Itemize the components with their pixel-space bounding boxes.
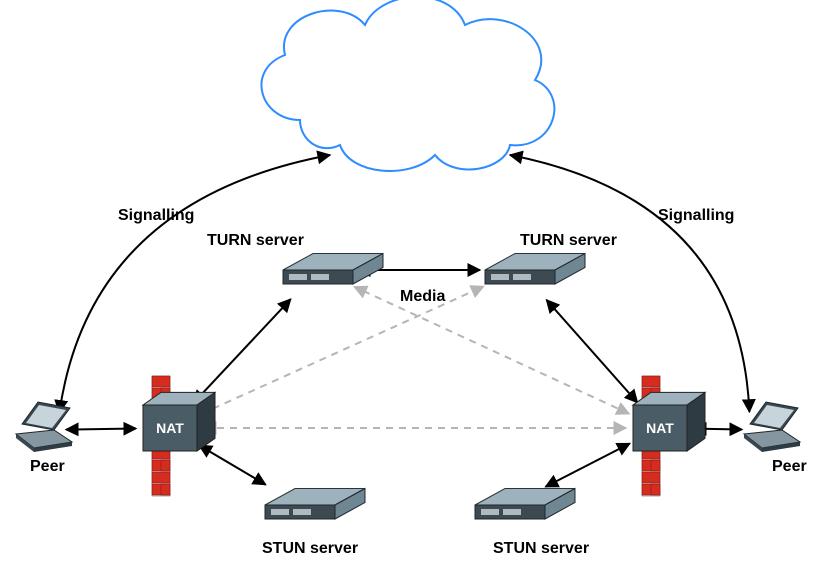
nat-left-icon: NAT (143, 392, 215, 451)
stun-server-right-icon (475, 489, 575, 520)
diagram-canvas: NAT NAT (0, 0, 834, 568)
edge-peerL_natL (66, 429, 136, 430)
laptop-left-icon (16, 402, 72, 452)
nat-right-icon: NAT (633, 392, 705, 451)
svg-text:NAT: NAT (156, 420, 184, 436)
edge-natL_turnL (193, 299, 290, 403)
turn-server-right-icon (485, 254, 585, 285)
edge-natR_turnL (354, 287, 629, 414)
cloud-icon (261, 0, 554, 171)
laptop-right-icon (744, 402, 800, 452)
edge-natL_stunL (199, 445, 265, 484)
edge-natR_stunR (546, 444, 630, 487)
svg-text:NAT: NAT (646, 420, 674, 436)
edge-natR_turnR (547, 300, 638, 403)
turn-server-left-icon (283, 254, 383, 285)
stun-server-left-icon (265, 489, 365, 520)
